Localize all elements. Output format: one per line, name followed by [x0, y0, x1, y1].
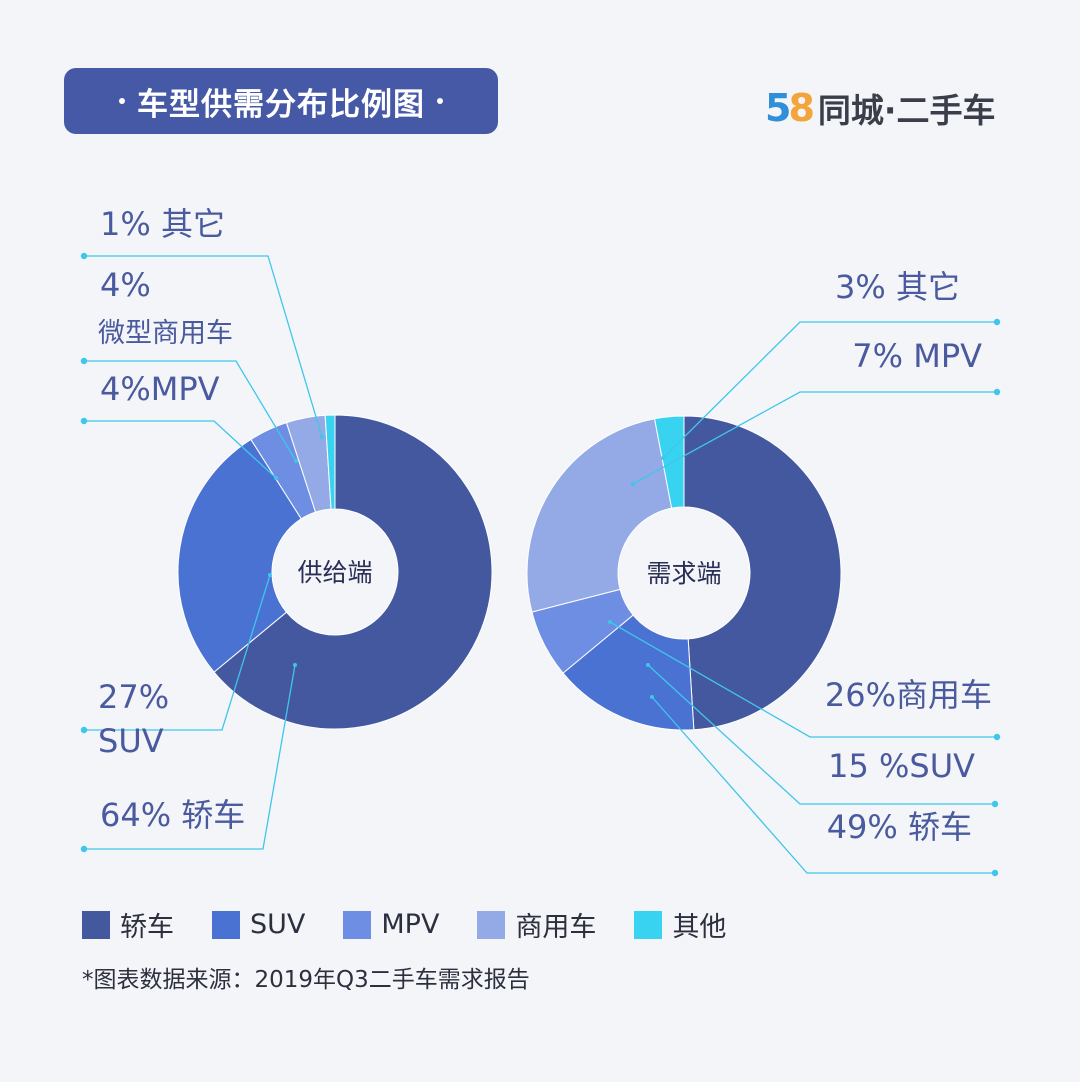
- leader-dot: [991, 869, 999, 877]
- leader-tip: [646, 663, 650, 667]
- donut-slice: [177, 438, 302, 673]
- legend-label: SUV: [250, 909, 306, 940]
- donut-slice: [526, 418, 673, 613]
- legend-item-sedan: 轿车: [82, 905, 174, 944]
- legend-label: 商用车: [515, 912, 597, 943]
- legend: 轿车 SUV MPV 商用车 其他: [82, 905, 764, 944]
- legend-swatch-other: [634, 910, 663, 939]
- donut-center-label: 供给端: [297, 558, 372, 587]
- leader-tip: [293, 663, 297, 667]
- data-label: 1% 其它: [100, 205, 225, 243]
- data-label: 3% 其它: [835, 268, 960, 306]
- data-label: 26%商用车: [825, 676, 992, 714]
- leader-dot: [80, 726, 88, 734]
- legend-item-commercial: 商用车: [477, 905, 596, 944]
- data-label: 4%MPV: [100, 370, 220, 408]
- leader-line: [647, 664, 995, 805]
- data-label: 4%: [100, 266, 151, 304]
- donut-slice: [213, 414, 493, 730]
- leader-dot: [993, 318, 1001, 326]
- legend-item-suv: SUV: [212, 905, 305, 944]
- leader-dot: [993, 388, 1001, 396]
- leader-line: [662, 321, 997, 459]
- leader-dot: [80, 845, 88, 853]
- brand-logo: 58 同城·二手车: [765, 86, 995, 130]
- data-label: 64% 轿车: [100, 796, 245, 834]
- leader-tip: [661, 456, 665, 460]
- leader-tip: [608, 620, 612, 624]
- leader-tip: [268, 573, 272, 577]
- donut-slice: [653, 415, 685, 509]
- legend-label: 其他: [672, 912, 727, 943]
- data-label: 7% MPV: [852, 337, 982, 375]
- legend-label: MPV: [381, 909, 440, 940]
- leader-dot: [991, 800, 999, 808]
- legend-item-mpv: MPV: [343, 905, 439, 944]
- leader-line: [84, 255, 323, 438]
- leader-dot: [80, 252, 88, 260]
- data-label: SUV: [98, 722, 164, 760]
- leader-line: [651, 696, 995, 874]
- data-label: 微型商用车: [98, 318, 233, 349]
- leader-tip: [320, 435, 324, 439]
- legend-label: 轿车: [120, 912, 174, 943]
- leader-dot: [80, 417, 88, 425]
- data-label: 27%: [98, 678, 169, 716]
- donut-slice: [324, 414, 336, 510]
- title-dot-left: [119, 98, 125, 104]
- donut-center-label: 需求端: [646, 559, 721, 588]
- donut-slice: [683, 415, 842, 731]
- brand-text: 同城·二手车: [817, 91, 996, 130]
- chart-title-badge: 车型供需分布比例图: [64, 68, 498, 134]
- legend-swatch-commercial: [477, 910, 506, 939]
- leader-line: [84, 420, 277, 479]
- leader-dot: [80, 357, 88, 365]
- legend-swatch-sedan: [82, 910, 110, 939]
- leader-line: [84, 664, 296, 850]
- leader-tip: [631, 482, 635, 486]
- source-note: *图表数据来源：2019年Q3二手车需求报告: [82, 967, 530, 993]
- leader-line: [84, 360, 297, 462]
- legend-item-other: 其他: [634, 905, 726, 944]
- legend-swatch-suv: [212, 910, 240, 939]
- legend-swatch-mpv: [343, 910, 372, 939]
- brand-number: 58: [765, 86, 815, 130]
- leader-tip: [650, 695, 654, 699]
- title-dot-right: [437, 98, 443, 104]
- data-label: 49% 轿车: [827, 808, 972, 846]
- leader-dot: [993, 733, 1001, 741]
- leader-line: [609, 621, 997, 738]
- leader-line: [84, 574, 271, 731]
- leader-line: [632, 391, 997, 485]
- leader-tip: [274, 476, 278, 480]
- chart-title: 车型供需分布比例图: [137, 86, 425, 123]
- data-label: 15 %SUV: [828, 747, 975, 785]
- donut-slice: [562, 614, 695, 731]
- leader-tip: [294, 459, 298, 463]
